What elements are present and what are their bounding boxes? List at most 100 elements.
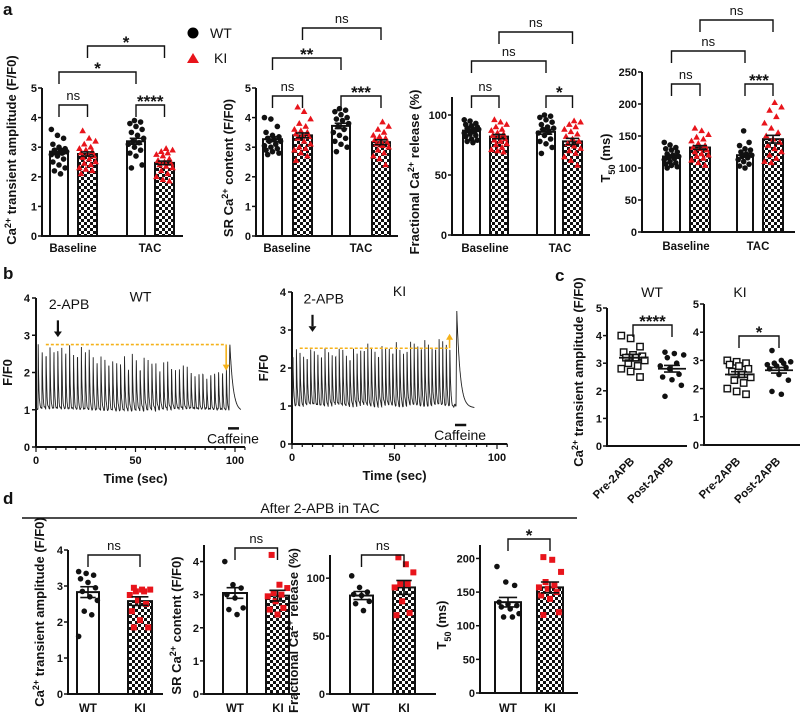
y-tick-label: 3 <box>24 330 30 342</box>
data-point <box>549 556 556 563</box>
group-ki-tac <box>761 99 785 233</box>
y-tick-label: 1 <box>280 401 286 413</box>
data-point <box>735 362 743 370</box>
data-point <box>141 588 148 595</box>
data-point <box>130 138 136 145</box>
data-point <box>774 129 782 136</box>
y-axis-label: Ca2+ transient amplitude (F/F0) <box>570 277 586 466</box>
significance-bracket <box>340 95 382 108</box>
group-pre-2apb <box>617 331 649 381</box>
data-point <box>503 121 510 127</box>
data-point <box>295 120 303 126</box>
arrow-down-icon <box>53 331 62 338</box>
y-axis-label-part: 2+ <box>406 162 416 172</box>
legend: WT KI <box>187 25 232 66</box>
data-point <box>537 138 543 145</box>
significance-bracket <box>498 31 574 44</box>
chart-title: WT <box>641 284 663 300</box>
data-point <box>492 141 500 148</box>
significance-bracket <box>87 554 141 567</box>
y-tick-label: 50 <box>435 170 447 182</box>
data-point <box>85 579 91 586</box>
change-arrow-icon <box>222 364 230 371</box>
y-tick-label: 150 <box>619 131 637 143</box>
data-point <box>768 124 775 131</box>
data-point <box>77 576 84 582</box>
data-point <box>695 140 702 146</box>
data-point <box>565 121 573 127</box>
group-wt-baseline <box>661 139 682 233</box>
bar <box>536 586 564 695</box>
data-point <box>56 162 62 168</box>
group-ki <box>126 584 154 695</box>
data-point <box>263 129 269 136</box>
data-point <box>80 159 88 166</box>
data-point <box>92 585 99 591</box>
data-point <box>169 146 176 153</box>
group-wt-tac <box>535 112 557 236</box>
x-axis-label: Time (sec) <box>103 471 167 486</box>
data-point <box>732 387 741 396</box>
data-point <box>147 586 154 593</box>
y-axis-label-part: Ca <box>4 227 19 244</box>
data-point <box>166 155 173 162</box>
significance-label: ns <box>679 67 693 82</box>
chart-d3: 0 50 100 Fractional Ca2+ release (%) ns WT KI <box>285 538 436 715</box>
significance-label: *** <box>351 83 371 102</box>
data-point <box>691 148 699 155</box>
y-tick-label: 100 <box>457 621 475 633</box>
significance-label: ns <box>376 538 390 553</box>
y-tick-label: 0 <box>193 689 199 701</box>
data-point <box>376 133 383 140</box>
significance-label: ns <box>730 3 744 18</box>
data-point <box>689 144 697 150</box>
data-point <box>669 376 675 383</box>
data-point <box>700 154 707 161</box>
data-point <box>740 158 747 165</box>
data-point <box>291 146 298 153</box>
data-point <box>577 145 584 151</box>
y-tick-label: 0 <box>596 441 602 453</box>
data-point <box>382 161 389 168</box>
bar <box>562 140 583 236</box>
data-point <box>374 125 382 132</box>
y-tick-label: 2 <box>245 172 251 184</box>
group-ki-tac <box>370 118 392 237</box>
y-axis-label-part: T <box>598 175 613 183</box>
data-point <box>50 159 56 165</box>
data-point <box>785 377 792 383</box>
data-point <box>297 127 305 134</box>
group-wt <box>348 573 374 696</box>
data-point <box>624 359 633 368</box>
y-tick-label: 200 <box>619 99 637 111</box>
calcium-trace-line <box>35 344 242 413</box>
data-point <box>330 129 337 136</box>
data-point <box>268 144 274 150</box>
x-category-label: Baseline <box>461 243 508 255</box>
data-point <box>272 141 279 148</box>
y-axis-label: Ca2+ transient amplitude (F/F0) <box>3 55 19 244</box>
significance-label: * <box>94 59 101 78</box>
y-tick-label: 1 <box>193 656 199 668</box>
x-category-label: WT <box>499 703 517 715</box>
data-point <box>657 363 664 369</box>
data-point <box>761 119 768 126</box>
data-point <box>674 163 681 170</box>
data-point <box>747 147 754 153</box>
data-point <box>274 145 281 152</box>
data-point <box>688 156 695 163</box>
data-point <box>498 125 506 132</box>
y-tick-label: 50 <box>463 654 475 666</box>
y-tick-label: 0 <box>693 440 699 452</box>
data-point <box>744 364 753 373</box>
data-point <box>561 125 568 132</box>
data-point <box>143 601 150 607</box>
data-point <box>128 165 135 171</box>
data-point <box>736 142 743 149</box>
data-point <box>356 584 363 591</box>
data-point <box>350 591 357 598</box>
data-point <box>126 592 133 598</box>
y-tick-label: 50 <box>625 195 637 207</box>
